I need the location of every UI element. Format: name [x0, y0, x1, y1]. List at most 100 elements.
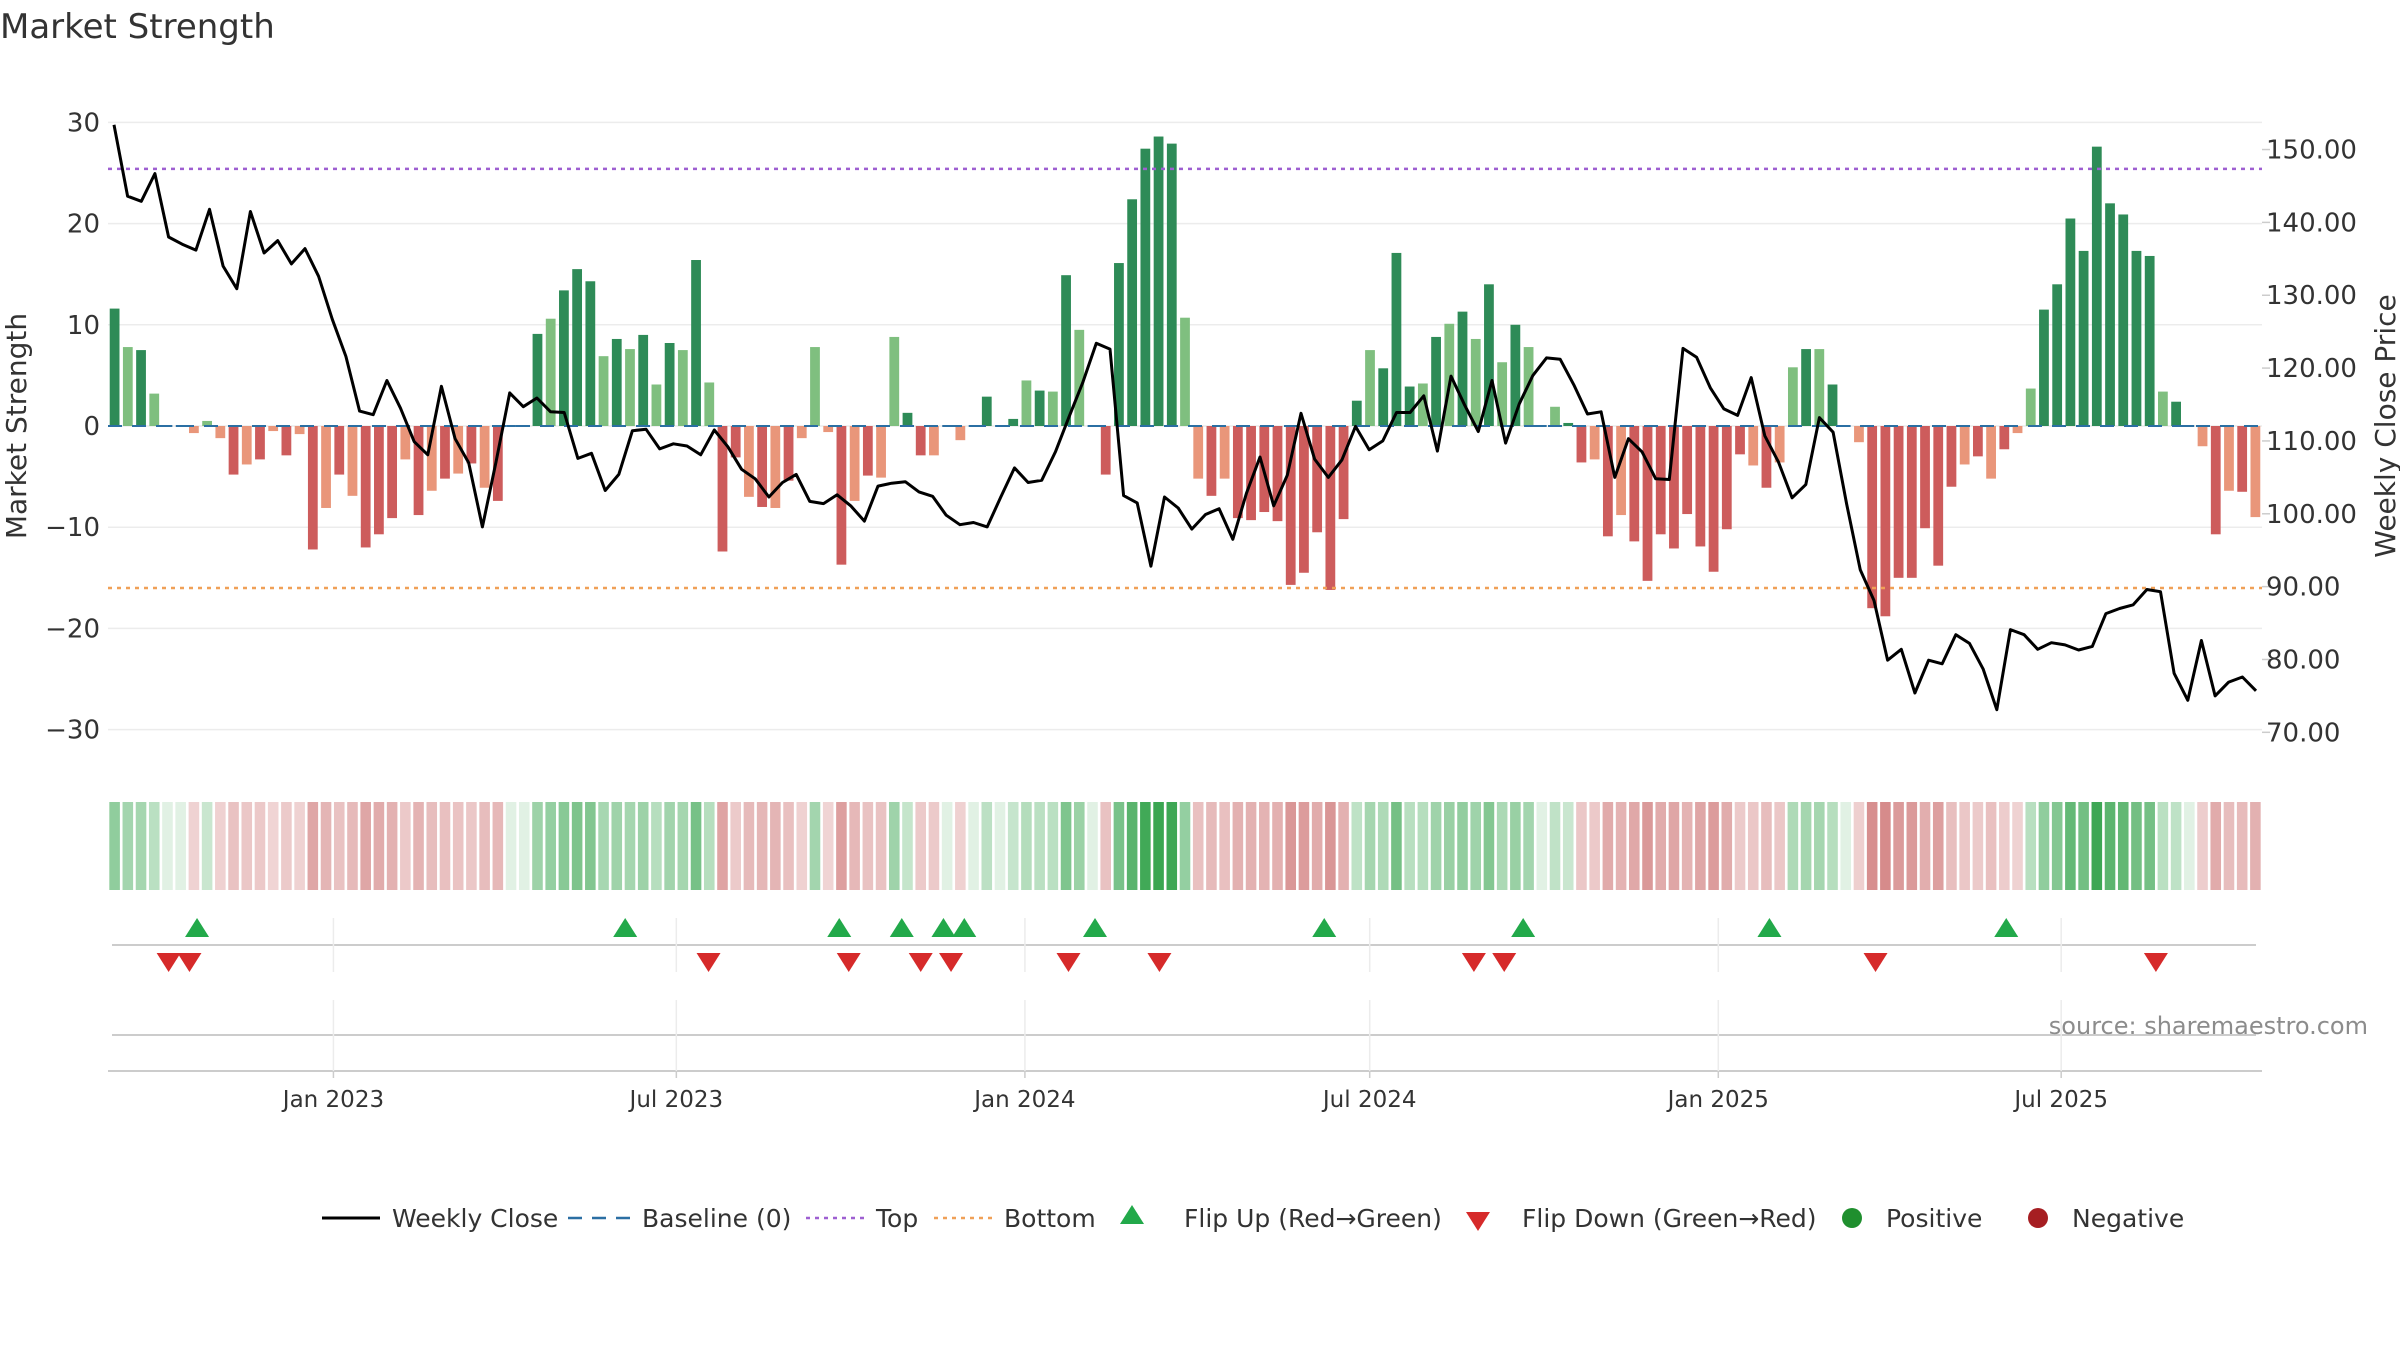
heat-cell	[611, 802, 623, 890]
strength-bar	[255, 426, 265, 460]
heat-cell	[809, 802, 821, 890]
strength-bar	[1232, 426, 1243, 519]
heat-cell	[545, 802, 556, 890]
heat-cell	[1814, 802, 1825, 890]
heat-cell	[2038, 802, 2050, 890]
heat-cell	[201, 802, 213, 890]
strength-bar	[915, 426, 926, 456]
flip-up-marker	[613, 918, 638, 937]
y-tick-label-right: 110.00	[2266, 427, 2357, 457]
heat-cell	[2051, 802, 2063, 890]
flip-up-marker	[1994, 918, 2019, 937]
heat-cell	[703, 802, 715, 890]
strength-bar	[1140, 148, 1151, 427]
heat-cell	[955, 802, 966, 890]
strength-bar	[1986, 426, 1996, 479]
strength-bar	[2197, 426, 2208, 447]
heat-cell	[1351, 802, 1363, 890]
strength-bar	[1074, 329, 1085, 426]
y-tick-label-left: −20	[45, 614, 100, 644]
heat-cell	[1206, 802, 1217, 890]
legend-label: Positive	[1886, 1204, 1982, 1233]
heat-cell	[1919, 802, 1931, 890]
heat-cell	[1523, 802, 1534, 890]
heat-cell	[981, 802, 993, 890]
strength-bar	[215, 426, 226, 439]
heat-cell	[822, 802, 834, 890]
y-tick-label-right: 90.00	[2266, 573, 2340, 603]
heat-cell	[1007, 802, 1019, 890]
strength-bar	[506, 425, 516, 427]
flip-down-marker	[156, 953, 181, 972]
legend-item: Bottom	[934, 1204, 1096, 1233]
heat-cell	[717, 802, 728, 890]
strength-bar	[1563, 422, 1574, 426]
heat-cell	[1430, 802, 1442, 890]
strength-bar	[2052, 284, 2063, 426]
strength-bar	[1180, 317, 1190, 426]
flip-up-marker	[889, 918, 914, 937]
flip-up-marker	[1511, 918, 1536, 937]
strength-bar	[1602, 426, 1613, 537]
heat-cell	[307, 802, 319, 890]
strength-bar	[955, 426, 966, 441]
heat-cell	[413, 802, 424, 890]
strength-bar	[942, 425, 953, 427]
y-tick-label-left: 0	[83, 412, 100, 442]
strength-bar	[122, 347, 133, 426]
heat-cell	[796, 802, 808, 890]
heat-cell	[267, 802, 279, 890]
strength-bar	[387, 426, 398, 519]
heat-cell	[281, 802, 292, 890]
strength-bar	[466, 426, 477, 464]
heat-cell	[902, 802, 913, 890]
heat-cell	[1483, 802, 1495, 890]
strength-bar	[836, 426, 847, 565]
heat-cell	[1840, 802, 1852, 890]
strength-bar	[347, 426, 358, 496]
heat-cell	[373, 802, 385, 890]
heat-cell	[664, 802, 675, 890]
heat-cell	[2117, 802, 2129, 890]
strength-bar	[1457, 311, 1468, 426]
heat-cell	[1985, 802, 1997, 890]
legend-item: Negative	[2028, 1204, 2184, 1233]
heat-cell	[1734, 802, 1746, 890]
legend-item: Baseline (0)	[568, 1204, 791, 1233]
legend-circle-icon	[1842, 1208, 1862, 1228]
heat-cell	[2078, 802, 2089, 890]
strength-bar	[1682, 426, 1693, 515]
heat-cell	[690, 802, 702, 890]
strength-bars	[109, 136, 2261, 617]
x-axis: Jan 2023 Jul 2023 Jan 2024 Jul 2024 Jan 2025…	[281, 1071, 2108, 1113]
strength-bar	[149, 393, 160, 426]
legend-label: Weekly Close	[392, 1204, 558, 1233]
heat-cell	[1880, 802, 1891, 890]
strength-bar	[1365, 350, 1375, 426]
legend-item: Top	[806, 1204, 918, 1233]
strength-bar	[1431, 336, 1441, 426]
strength-bar	[677, 350, 688, 426]
strength-bar	[1999, 426, 2010, 450]
strength-bar	[1312, 426, 1323, 533]
strength-bar	[545, 318, 556, 426]
strength-bar	[2078, 250, 2089, 426]
heat-cell	[439, 802, 451, 890]
heat-cell	[1655, 802, 1667, 890]
strength-bar	[426, 426, 437, 491]
heat-cell	[585, 802, 596, 890]
strength-bar	[1906, 426, 1917, 578]
heat-cell	[1364, 802, 1376, 890]
heat-cell	[1562, 802, 1574, 890]
strength-bar	[2250, 426, 2261, 518]
strength-bar	[1959, 426, 1970, 465]
strength-bar	[1417, 383, 1428, 426]
heat-cell	[109, 802, 120, 890]
heat-cell	[254, 802, 266, 890]
heat-cell	[188, 802, 200, 890]
heat-cell	[1272, 802, 1283, 890]
strength-bar	[1325, 426, 1336, 590]
heat-cell	[1391, 802, 1402, 890]
heat-cell	[888, 802, 900, 890]
heat-cell	[215, 802, 226, 890]
